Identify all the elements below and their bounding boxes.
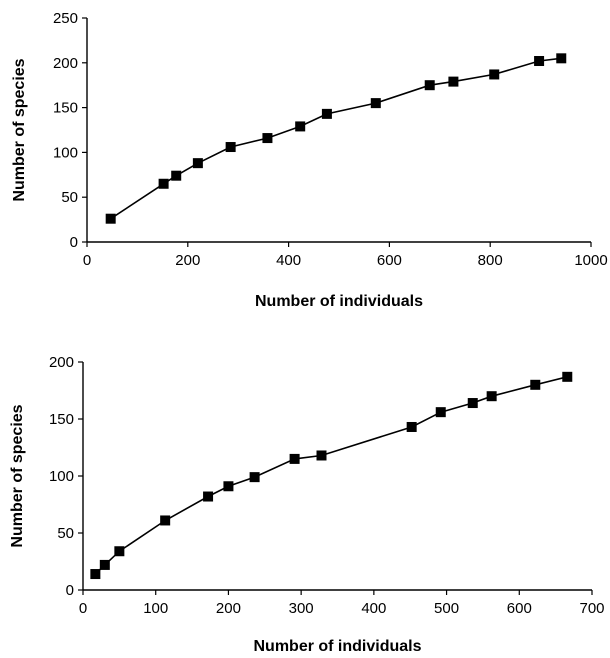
data-point (406, 421, 417, 432)
data-point (316, 450, 327, 461)
data-point (321, 108, 332, 119)
series-line (110, 57, 562, 220)
data-point (486, 391, 497, 402)
x-tick-label: 700 (579, 600, 604, 617)
data-point (424, 80, 435, 91)
data-point (467, 398, 478, 409)
y-tick-label: 200 (49, 354, 74, 371)
x-tick-label: 600 (377, 252, 402, 269)
chart-top: 0 50 100 150 200 250 0 200 400 600 800 1000 Number o… (11, 10, 608, 310)
x-tick-label: 400 (361, 600, 386, 617)
y-tick-label: 100 (53, 144, 78, 161)
data-point (435, 407, 446, 418)
data-point (99, 559, 110, 570)
data-point (370, 98, 381, 109)
x-tick-label: 200 (175, 252, 200, 269)
x-tick-label: 400 (276, 252, 301, 269)
x-tick-label: 500 (434, 600, 459, 617)
data-point (562, 371, 573, 382)
data-point (534, 56, 545, 67)
data-point (530, 379, 541, 390)
x-tick-label: 0 (83, 252, 91, 269)
x-tick-label: 600 (507, 600, 532, 617)
data-point (262, 133, 273, 144)
data-point (223, 481, 234, 492)
chart-bottom: 0 50 100 150 200 0 100 200 300 400 500 600 700 Number… (9, 354, 605, 655)
y-tick-label: 50 (61, 189, 78, 206)
data-point (171, 170, 182, 181)
data-point (225, 142, 236, 153)
y-tick-label: 250 (53, 10, 78, 27)
data-point (289, 453, 300, 464)
y-tick-label: 100 (49, 468, 74, 485)
x-axis-title: Number of individuals (255, 293, 423, 310)
x-tick-label: 200 (216, 600, 241, 617)
x-axis-title: Number of individuals (253, 638, 421, 655)
data-point (160, 515, 171, 526)
x-tick-label: 0 (79, 600, 87, 617)
data-point (114, 546, 125, 557)
data-point (203, 491, 214, 502)
y-tick-label: 50 (57, 525, 74, 542)
x-tick-label: 800 (478, 252, 503, 269)
y-tick-label: 200 (53, 55, 78, 72)
x-tick-label: 300 (289, 600, 314, 617)
y-tick-label: 150 (53, 100, 78, 117)
data-point (556, 53, 567, 64)
y-tick-label: 150 (49, 411, 74, 428)
data-point (192, 158, 203, 169)
data-point (158, 178, 169, 189)
x-tick-label: 1000 (574, 252, 607, 269)
series-line (94, 376, 568, 575)
data-point (489, 69, 500, 80)
data-point (90, 569, 101, 580)
data-point (295, 121, 306, 132)
data-point (249, 472, 260, 483)
x-tick-label: 100 (143, 600, 168, 617)
y-axis-title: Number of species (9, 404, 26, 547)
y-axis-title: Number of species (11, 58, 28, 201)
data-point (448, 76, 459, 87)
data-point (105, 213, 116, 224)
y-tick-label: 0 (70, 234, 78, 251)
y-tick-label: 0 (66, 582, 74, 599)
